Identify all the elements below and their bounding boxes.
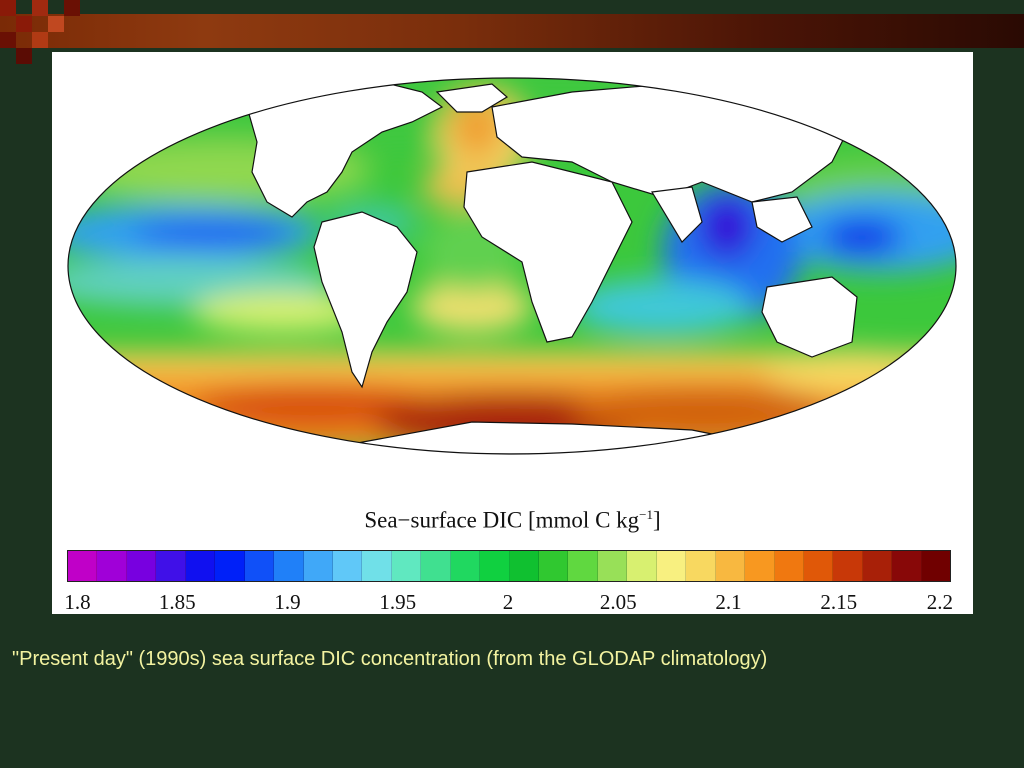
colorbar-swatch xyxy=(362,551,392,581)
continents xyxy=(246,81,858,454)
colorbar-swatch xyxy=(185,551,216,581)
colorbar-tick-label: 2.05 xyxy=(599,590,637,614)
figure-panel: Sea−surface DIC [mmol C kg−1] 1.8 1.85 1.9… xyxy=(52,52,973,614)
colorbar-swatch xyxy=(274,551,304,581)
colorbar-swatch xyxy=(597,551,628,581)
colorbar-swatch xyxy=(126,551,157,581)
dic-world-map xyxy=(67,77,957,455)
colorbar-swatch xyxy=(450,551,481,581)
colorbar-swatch xyxy=(421,551,451,581)
title-bar-decoration xyxy=(0,14,1024,48)
slide-caption: "Present day" (1990s) sea surface DIC co… xyxy=(12,648,768,670)
colorbar-tick-label: 2 xyxy=(502,590,514,614)
colorbar-swatch xyxy=(68,551,98,581)
colorbar-swatch xyxy=(715,551,746,581)
colorbar-swatch xyxy=(391,551,422,581)
colorbar-swatch xyxy=(862,551,893,581)
colorbar-swatch xyxy=(656,551,687,581)
colorbar-swatch xyxy=(480,551,510,581)
colorbar-swatch xyxy=(244,551,275,581)
colorbar-swatch xyxy=(803,551,834,581)
colorbar-tick-label: 2.15 xyxy=(820,590,858,614)
colorbar-swatch xyxy=(539,551,569,581)
colorbar-swatch xyxy=(303,551,333,581)
colorbar-swatch xyxy=(156,551,186,581)
checker-decoration xyxy=(0,0,80,64)
colorbar-swatch xyxy=(97,551,127,581)
colorbar-swatch xyxy=(921,551,951,581)
colorbar-tick-label: 1.8 xyxy=(64,590,91,614)
colorbar-swatch xyxy=(332,551,363,581)
colorbar-swatch xyxy=(627,551,657,581)
colorbar-swatch xyxy=(215,551,245,581)
colorbar-swatch xyxy=(686,551,716,581)
colorbar-tick-label: 2.2 xyxy=(926,590,953,614)
colorbar-tick-label: 1.85 xyxy=(158,590,196,614)
colorbar-swatch xyxy=(892,551,922,581)
ocean-field xyxy=(68,78,956,454)
colorbar-swatch xyxy=(509,551,539,581)
colorbar-swatch xyxy=(833,551,863,581)
colorbar-swatch xyxy=(745,551,775,581)
colorbar-tick-label: 2.1 xyxy=(715,590,742,614)
colorbar-tick-label: 1.95 xyxy=(379,590,417,614)
colorbar-title: Sea−surface DIC [mmol C kg−1] xyxy=(364,507,661,533)
colorbar-swatch xyxy=(774,551,804,581)
map-outline xyxy=(67,77,957,455)
colorbar xyxy=(67,550,951,582)
colorbar-tick-label: 1.9 xyxy=(274,590,301,614)
colorbar-swatch xyxy=(568,551,598,581)
